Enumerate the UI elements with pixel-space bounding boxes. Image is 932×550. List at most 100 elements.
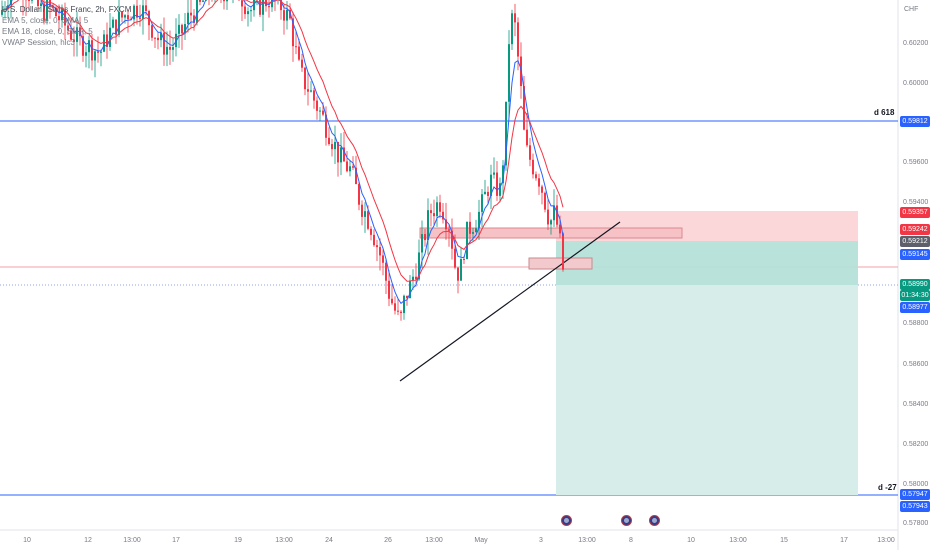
legend-title[interactable]: U.S. Dollar / Swiss Franc, 2h, FXCM xyxy=(2,5,132,14)
candle-body xyxy=(358,184,360,205)
candle-body xyxy=(544,192,546,210)
time-tick-label: 19 xyxy=(234,537,242,544)
price-tick-label: 0.59400 xyxy=(903,199,929,206)
candle-body xyxy=(484,191,486,195)
time-tick-label: 13:00 xyxy=(578,537,596,544)
candle-body xyxy=(199,0,201,2)
price-label-current: 0.58990 xyxy=(900,279,930,290)
candle-body xyxy=(331,144,333,150)
price-tick-label: 0.58600 xyxy=(903,361,929,368)
candle-body xyxy=(253,0,255,11)
candle-body xyxy=(298,46,300,60)
candle-body xyxy=(127,15,129,20)
candle-body xyxy=(97,51,99,53)
candle-body xyxy=(82,36,84,56)
candle-body xyxy=(553,205,555,221)
candle-body xyxy=(526,129,528,146)
candle-body xyxy=(316,100,318,111)
candle-body xyxy=(415,276,417,280)
price-label-level1: 0.59242 xyxy=(900,224,930,235)
price-tick-label: 0.58800 xyxy=(903,320,929,327)
price-label-target-b: 0.57943 xyxy=(900,501,930,512)
price-label-level3: 0.58977 xyxy=(900,302,930,313)
price-tick-label: 0.57800 xyxy=(903,520,929,527)
candle-body xyxy=(385,262,387,281)
candle-body xyxy=(91,40,93,61)
candle-body xyxy=(508,44,510,102)
event-flag-icon[interactable] xyxy=(621,515,632,526)
candle-body xyxy=(247,11,249,15)
candle-body xyxy=(382,255,384,263)
candle-body xyxy=(94,51,96,61)
event-flag-icon[interactable] xyxy=(649,515,660,526)
candle-body xyxy=(286,9,288,21)
candle-body xyxy=(436,202,438,217)
candle-body xyxy=(121,11,123,18)
candle-body xyxy=(442,211,444,220)
legend-ema-slow[interactable]: EMA 18, close, 0, SMA, 5 xyxy=(2,27,93,36)
candle-body xyxy=(85,52,87,56)
candle-body xyxy=(343,147,345,162)
candle-body xyxy=(391,298,393,304)
chart-legend[interactable]: U.S. Dollar / Swiss Franc, 2h, FXCM EMA … xyxy=(2,4,131,48)
candle-body xyxy=(148,11,150,26)
candle-body xyxy=(406,295,408,299)
profit-zone-open[interactable] xyxy=(556,241,858,285)
candle-body xyxy=(478,211,480,229)
candle-body xyxy=(376,245,378,248)
candle-body xyxy=(40,3,42,7)
supply-zone-lower[interactable] xyxy=(528,257,593,270)
candle-body xyxy=(346,161,348,172)
candle-body xyxy=(223,0,225,2)
candle-body xyxy=(118,11,120,35)
candle-body xyxy=(481,194,483,212)
price-label-target-a: 0.57947 xyxy=(900,489,930,500)
legend-ema-fast[interactable]: EMA 5, close, 0, SMA, 5 xyxy=(2,16,89,25)
trendline[interactable] xyxy=(399,221,621,382)
candle-body xyxy=(100,51,102,53)
time-tick-label: 10 xyxy=(23,537,31,544)
time-tick-label: 17 xyxy=(172,537,180,544)
candle-body xyxy=(547,209,549,225)
candle-body xyxy=(139,17,141,19)
candle-body xyxy=(88,40,90,53)
candle-body xyxy=(259,0,261,15)
candle-body xyxy=(226,0,228,2)
candle-body xyxy=(73,39,75,42)
candle-body xyxy=(493,172,495,175)
ema-fast-line xyxy=(1,0,564,305)
candle-body xyxy=(31,0,33,1)
candle-body xyxy=(370,228,372,235)
candle-body xyxy=(301,59,303,68)
candle-body xyxy=(514,13,516,23)
candle-body xyxy=(517,22,519,57)
candle-body xyxy=(280,0,282,11)
candle-body xyxy=(244,6,246,15)
candle-body xyxy=(430,210,432,214)
candle-body xyxy=(460,259,462,281)
legend-vwap[interactable]: VWAP Session, hlc3 xyxy=(2,38,75,47)
countdown-label: 01:34:30 xyxy=(900,290,930,301)
candle-body xyxy=(46,0,48,21)
candle-body xyxy=(472,232,474,234)
ema-slow-line xyxy=(1,0,564,282)
candle-body xyxy=(193,15,195,23)
candle-body xyxy=(106,34,108,47)
candle-body xyxy=(115,19,117,35)
candle-body xyxy=(394,303,396,311)
candle-body xyxy=(136,5,138,18)
candle-body xyxy=(364,211,366,217)
time-tick-label: 13:00 xyxy=(123,537,141,544)
candle-body xyxy=(151,25,153,38)
candle-body xyxy=(28,0,30,1)
event-flag-icon[interactable] xyxy=(561,515,572,526)
candle-body xyxy=(319,110,321,112)
target-zone[interactable] xyxy=(556,285,858,495)
candle-body xyxy=(433,213,435,217)
candle-body xyxy=(160,32,162,41)
candle-body xyxy=(283,10,285,21)
time-tick-label: 12 xyxy=(84,537,92,544)
candle-body xyxy=(550,220,552,225)
